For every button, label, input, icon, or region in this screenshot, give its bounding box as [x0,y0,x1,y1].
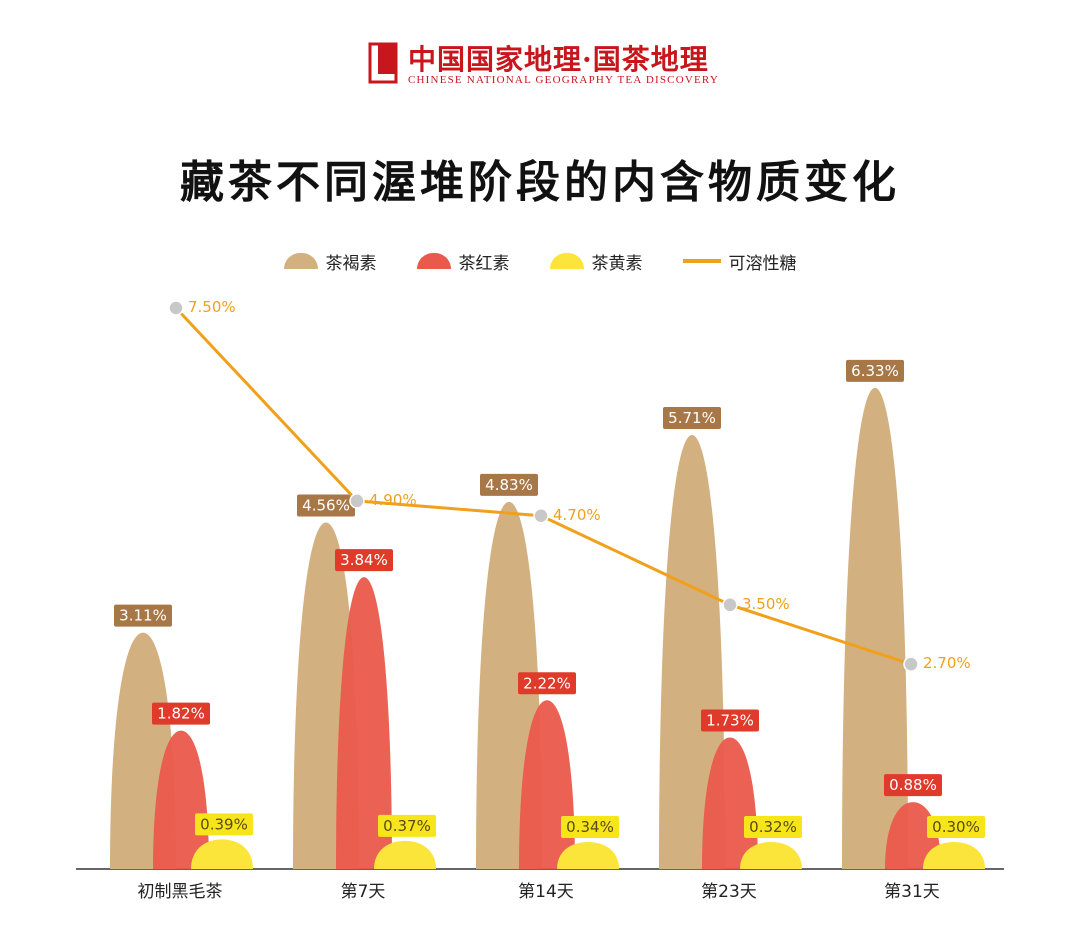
soluble-sugar-label-2: 4.70% [553,506,601,524]
bar-label-2-2: 0.34% [561,816,619,838]
bar-label-text-0-3: 5.71% [668,409,716,427]
soluble-sugar-line [174,306,912,666]
brand-logo: 中国国家地理·国茶地理 CHINESE NATIONAL GEOGRAPHY T… [368,38,718,90]
bar-label-box-1-0 [152,702,210,725]
bar-label-0-1: 4.56% [297,494,355,517]
bar-1-0 [153,730,209,869]
bar-label-box-0-3 [663,407,721,430]
soluble-sugar-label-3: 3.50% [742,595,790,613]
bar-2-4 [923,842,985,869]
bar-label-0-2: 4.83% [480,473,538,496]
bar-1-3 [702,737,758,869]
bar-label-box-0-2 [480,473,538,496]
x-tick-label-4: 第31天 [884,882,940,902]
bar-label-2-3: 0.32% [744,816,802,838]
bar-label-box-2-0 [195,813,253,836]
x-tick-label-2: 第14天 [518,882,574,902]
bar-label-text-2-0: 0.39% [200,815,248,833]
bar-label-text-1-3: 1.73% [706,712,754,730]
bar-label-0-0: 3.11% [114,604,172,627]
bar-label-text-0-1: 4.56% [302,496,350,514]
bar-label-text-1-1: 3.84% [340,551,388,569]
chart-title: 藏茶不同渥堆阶段的内含物质变化 [180,157,900,208]
bar-label-0-3: 5.71% [663,407,721,430]
x-tick-label-0: 初制黑毛茶 [138,882,223,902]
legend-label-theaflavin: 茶黄素 [591,253,643,274]
bar-label-box-1-4 [884,774,942,797]
bar-label-text-1-2: 2.22% [523,674,571,692]
bar-label-text-2-4: 0.30% [932,818,980,836]
brand-name-en: CHINESE NATIONAL GEOGRAPHY TEA DISCOVERY [408,74,719,86]
bar-label-text-1-4: 0.88% [889,776,937,794]
soluble-sugar-point-4 [903,656,919,672]
bar-label-text-0-2: 4.83% [485,476,533,494]
bar-label-text-2-1: 0.37% [383,817,431,835]
bar-label-2-1: 0.37% [378,814,436,837]
bar-2-3 [740,842,802,869]
legend-item-soluble-sugar: 可溶性糖 [682,249,797,274]
chart-legend: 茶褐素 茶红素 茶黄素 可溶性糖 [0,246,1080,276]
soluble-sugar-point-3 [722,597,738,613]
legend-item-theabrownin: 茶褐素 [283,249,377,274]
legend-label-theabrownin: 茶褐素 [325,253,377,274]
bar-label-1-3: 1.73% [701,709,759,732]
legend-item-thearubigin: 茶红素 [416,249,510,274]
bar-label-1-4: 0.88% [884,774,942,797]
soluble-sugar-label-4: 2.70% [923,654,971,672]
bar-label-text-1-0: 1.82% [157,705,205,723]
bar-label-box-0-4 [846,359,904,382]
bar-label-text-0-4: 6.33% [851,362,899,380]
soluble-sugar-point-1 [349,493,365,509]
legend-swatch-theabrownin [283,253,318,269]
bar-label-box-1-3 [701,709,759,732]
legend-swatch-thearubigin [416,253,451,269]
soluble-sugar-label-1: 4.90% [369,491,417,509]
bar-label-text-2-3: 0.32% [749,818,797,836]
bar-label-1-1: 3.84% [335,549,393,572]
bar-2-0 [191,839,253,869]
bar-label-box-2-4 [927,816,985,838]
brand-frame-icon [368,42,398,84]
soluble-sugar-point-0 [168,300,184,316]
bar-label-1-0: 1.82% [152,702,210,725]
soluble-sugar-point-2 [533,508,549,524]
bar-label-1-2: 2.22% [518,672,576,695]
bar-label-text-0-0: 3.11% [119,607,167,625]
bar-label-2-0: 0.39% [195,813,253,836]
bar-2-2 [557,842,619,869]
bar-label-2-4: 0.30% [927,816,985,838]
bar-2-1 [374,840,436,869]
bar-label-box-0-0 [114,604,172,627]
legend-swatch-theaflavin [549,253,584,269]
bar-label-0-4: 6.33% [846,359,904,382]
soluble-sugar-label-0: 7.50% [188,298,236,316]
x-tick-label-3: 第23天 [701,882,757,902]
bar-label-box-2-2 [561,816,619,838]
legend-item-theaflavin: 茶黄素 [549,249,643,274]
bar-0-3 [659,435,725,869]
bar-label-box-0-1 [297,494,355,517]
bar-label-box-2-3 [744,816,802,838]
legend-label-thearubigin: 茶红素 [458,253,510,274]
bar-label-box-1-1 [335,549,393,572]
bar-label-text-2-2: 0.34% [566,818,614,836]
legend-swatch-soluble-sugar [682,259,721,263]
brand-name-cn: 中国国家地理·国茶地理 [408,43,709,76]
bar-label-box-2-1 [378,814,436,837]
legend-label-soluble-sugar: 可溶性糖 [728,253,797,274]
x-tick-label-1: 第7天 [341,882,386,902]
bar-0-4 [842,387,908,869]
bar-1-1 [336,577,392,869]
bar-label-box-1-2 [518,672,576,695]
